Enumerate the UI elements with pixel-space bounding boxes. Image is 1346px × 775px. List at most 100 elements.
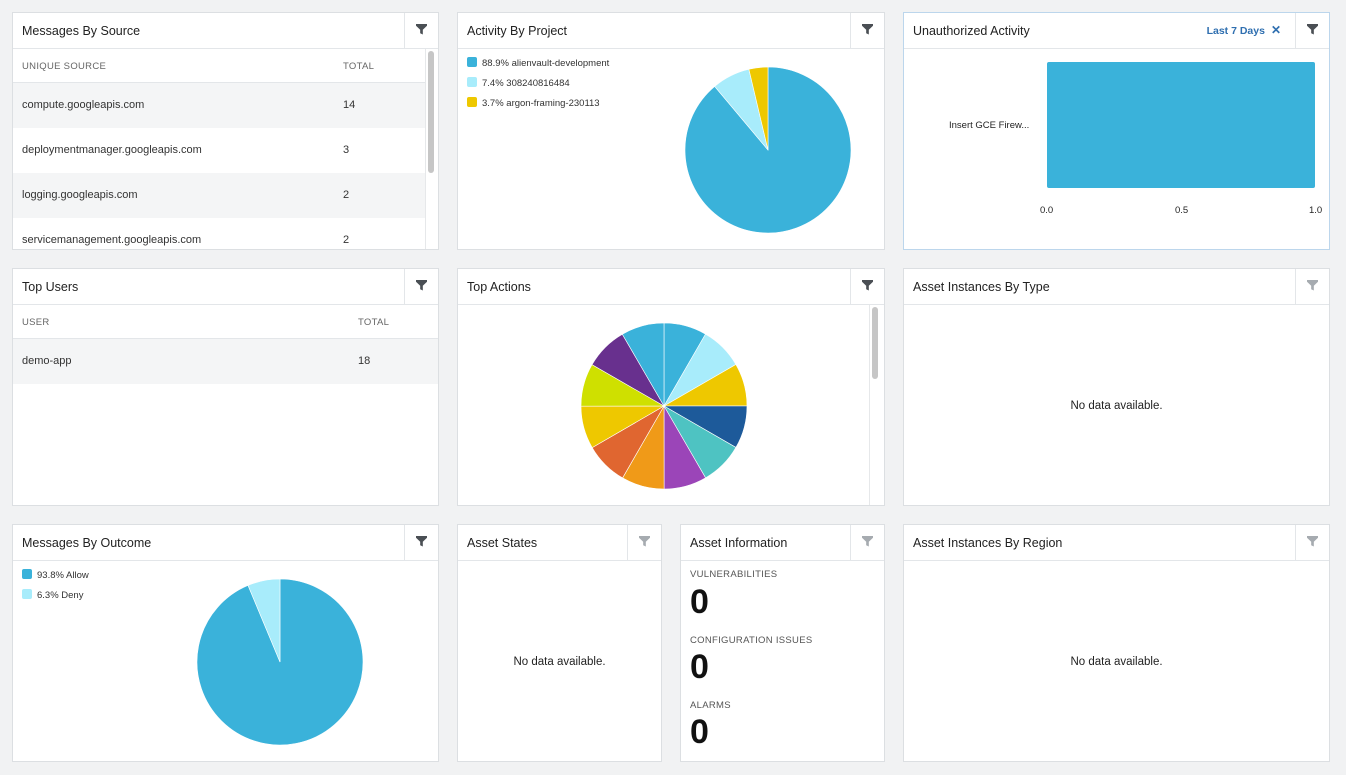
empty-state: No data available. xyxy=(1070,400,1163,412)
panel-header: Asset Information xyxy=(681,525,884,561)
panel-header: Activity By Project xyxy=(458,13,884,49)
asset-instances-by-region-panel: Asset Instances By Region No data availa… xyxy=(903,524,1330,762)
column-header-total[interactable]: TOTAL xyxy=(358,317,390,328)
legend-swatch xyxy=(467,57,477,67)
filter-button[interactable] xyxy=(850,13,884,48)
panel-header: Unauthorized Activity Last 7 Days ✕ xyxy=(904,13,1329,49)
top-actions-pie-chart xyxy=(580,322,748,490)
legend-item[interactable]: 93.8% Allow xyxy=(22,569,89,589)
vulnerabilities-count[interactable]: 0 xyxy=(690,583,709,621)
alarms-count[interactable]: 0 xyxy=(690,713,709,751)
filter-icon xyxy=(862,536,873,547)
bar[interactable] xyxy=(1047,62,1315,188)
legend-swatch xyxy=(22,589,32,599)
column-header-source[interactable]: UNIQUE SOURCE xyxy=(22,61,107,72)
panel-title: Asset Information xyxy=(690,536,788,550)
vulnerabilities-label: VULNERABILITIES xyxy=(690,569,778,580)
pie-slice[interactable] xyxy=(748,66,769,151)
panel-header: Asset Instances By Type xyxy=(904,269,1329,305)
filter-icon xyxy=(1307,24,1318,35)
legend-swatch xyxy=(467,97,477,107)
panel-header: Top Users xyxy=(13,269,438,305)
column-header-user[interactable]: USER xyxy=(22,317,50,328)
filter-button[interactable] xyxy=(1295,269,1329,304)
filter-button[interactable] xyxy=(404,269,438,304)
panel-title: Unauthorized Activity xyxy=(913,24,1030,38)
source-cell: compute.googleapis.com xyxy=(22,99,145,111)
legend-item[interactable]: 6.3% Deny xyxy=(22,589,89,609)
x-tick-label: 0.0 xyxy=(1040,205,1054,216)
filter-button[interactable] xyxy=(404,525,438,560)
total-cell: 14 xyxy=(343,99,356,111)
activity-pie-chart xyxy=(684,66,852,234)
empty-state: No data available. xyxy=(1070,656,1163,668)
filter-button[interactable] xyxy=(1295,13,1329,48)
scrollbar[interactable] xyxy=(425,49,435,249)
date-filter-label: Last 7 Days xyxy=(1206,25,1265,37)
panel-title: Top Users xyxy=(22,280,79,294)
scrollbar-thumb[interactable] xyxy=(428,51,434,173)
legend-label: 6.3% Deny xyxy=(37,590,84,601)
x-tick-label: 1.0 xyxy=(1309,205,1323,216)
legend-swatch xyxy=(467,77,477,87)
filter-button[interactable] xyxy=(850,269,884,304)
user-cell: demo-app xyxy=(22,355,72,367)
x-tick-label: 0.5 xyxy=(1175,205,1189,216)
messages-by-source-panel: Messages By Source UNIQUE SOURCE TOTAL c… xyxy=(12,12,439,250)
table-row[interactable]: compute.googleapis.com 14 xyxy=(13,83,425,128)
asset-instances-by-type-panel: Asset Instances By Type No data availabl… xyxy=(903,268,1330,506)
panel-header: Asset States xyxy=(458,525,661,561)
activity-by-project-panel: Activity By Project 88.9% alienvault-dev… xyxy=(457,12,885,250)
asset-states-panel: Asset States No data available. xyxy=(457,524,662,762)
legend-label: 7.4% 308240816484 xyxy=(482,78,570,89)
empty-state: No data available. xyxy=(513,656,606,668)
messages-by-outcome-panel: Messages By Outcome 93.8% Allow 6.3% Den… xyxy=(12,524,439,762)
filter-icon xyxy=(639,536,650,547)
filter-icon xyxy=(1307,536,1318,547)
panel-title: Asset States xyxy=(467,536,538,550)
filter-button[interactable] xyxy=(404,13,438,48)
legend-item[interactable]: 3.7% argon-framing-230113 xyxy=(467,97,609,117)
source-cell: logging.googleapis.com xyxy=(22,189,138,201)
legend-item[interactable]: 7.4% 308240816484 xyxy=(467,77,609,97)
panel-title: Top Actions xyxy=(467,280,531,294)
filter-icon xyxy=(862,24,873,35)
chart-legend: 93.8% Allow 6.3% Deny xyxy=(22,569,89,609)
close-icon[interactable]: ✕ xyxy=(1270,23,1281,37)
legend-item[interactable]: 88.9% alienvault-development xyxy=(467,57,609,77)
panel-title: Messages By Source xyxy=(22,24,141,38)
configuration-issues-label: CONFIGURATION ISSUES xyxy=(690,635,813,646)
filter-button[interactable] xyxy=(1295,525,1329,560)
table-row[interactable]: demo-app 18 xyxy=(13,339,438,384)
outcome-pie-chart xyxy=(196,578,364,746)
legend-label: 3.7% argon-framing-230113 xyxy=(482,98,600,109)
table-row[interactable]: deploymentmanager.googleapis.com 3 xyxy=(13,128,425,173)
panel-title: Asset Instances By Type xyxy=(913,280,1050,294)
filter-button[interactable] xyxy=(627,525,661,560)
pie-slice[interactable] xyxy=(247,578,281,663)
column-header-total[interactable]: TOTAL xyxy=(343,61,375,72)
legend-label: 88.9% alienvault-development xyxy=(482,58,610,69)
total-cell: 2 xyxy=(343,189,350,201)
total-cell: 18 xyxy=(358,355,371,367)
scrollbar-thumb[interactable] xyxy=(872,307,878,379)
pie-slice[interactable] xyxy=(621,322,665,408)
panel-title: Activity By Project xyxy=(467,24,568,38)
source-cell: deploymentmanager.googleapis.com xyxy=(22,144,202,156)
scrollbar[interactable] xyxy=(869,305,879,505)
legend-swatch xyxy=(22,569,32,579)
total-cell: 3 xyxy=(343,144,350,156)
panel-title: Asset Instances By Region xyxy=(913,536,1063,550)
date-filter-tag[interactable]: Last 7 Days ✕ xyxy=(1207,23,1281,37)
filter-icon xyxy=(416,280,427,291)
table-row[interactable]: logging.googleapis.com 2 xyxy=(13,173,425,218)
table-row[interactable]: servicemanagement.googleapis.com 2 xyxy=(13,218,425,249)
panel-header: Asset Instances By Region xyxy=(904,525,1329,561)
panel-header: Messages By Source xyxy=(13,13,438,49)
filter-button[interactable] xyxy=(850,525,884,560)
configuration-issues-count[interactable]: 0 xyxy=(690,648,709,686)
top-users-panel: Top Users USER TOTAL demo-app 18 xyxy=(12,268,439,506)
source-cell: servicemanagement.googleapis.com xyxy=(22,234,202,246)
filter-icon xyxy=(1307,280,1318,291)
unauthorized-activity-panel: Unauthorized Activity Last 7 Days ✕ Inser… xyxy=(903,12,1330,250)
